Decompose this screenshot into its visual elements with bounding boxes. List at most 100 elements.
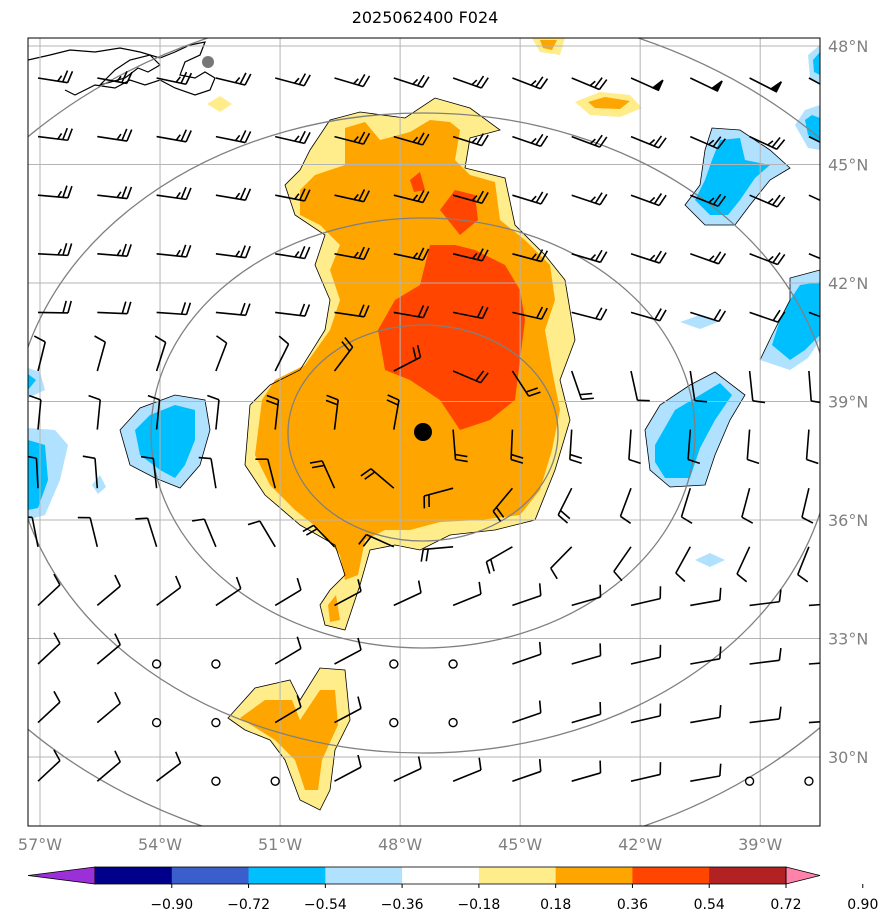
wind-barb [207,394,220,430]
wind-barb [510,429,524,464]
wind-barb [485,546,513,574]
wind-barb [690,308,727,323]
colorbar-tick-label: 0.18 [540,897,571,913]
wind-barb [749,135,786,151]
latitude-tick-label: 30°N [828,748,868,767]
coastline [28,41,216,96]
wind-barb [630,135,667,149]
colorbar-tick-label: −0.72 [227,897,270,913]
anomaly-minus-0.18-contour [680,315,718,329]
wind-barb [156,71,193,86]
wind-barb [628,429,641,465]
wind-barb [744,776,755,786]
colorbar-segment [325,867,403,884]
wind-barb [334,579,362,607]
colorbar-extend-low [27,866,96,885]
colorbar-segment [248,867,326,884]
wind-barb [147,394,161,430]
wind-barb [492,487,514,522]
wind-barb [97,301,132,315]
wind-barb [334,754,362,782]
wind-barb [37,70,74,84]
wind-barb [689,77,723,92]
anomaly-minus-0.36-contour [695,138,770,215]
latitude-tick-label: 39°N [828,393,868,412]
wind-barb [690,251,727,265]
wind-barb [749,252,786,266]
wind-barb [571,760,602,782]
anomaly-0.18-contour [207,96,232,112]
anomaly-0.36-contour [588,97,630,109]
range-ring [28,112,820,754]
wind-barb [82,455,99,489]
colorbar-segment [171,867,250,884]
wind-barb [37,300,72,314]
wind-barb [690,193,727,207]
wind-barb [156,244,192,258]
wind-barb [452,248,489,262]
wind-barb [749,77,783,93]
wind-barb [570,370,594,401]
wind-barb [274,335,290,372]
wind-barb [154,335,167,372]
contour-line [244,97,576,631]
wind-barb [211,659,221,669]
wind-barb [135,517,158,548]
wind-barb [255,458,276,489]
wind-barb [749,309,786,323]
wind-barb [749,194,786,208]
wind-barb [452,757,482,782]
wind-barb [571,192,608,206]
wind-barb [77,516,99,547]
wind-barb [557,487,573,524]
wind-barb [689,135,726,150]
wind-barb [512,700,542,724]
colorbar-tick-label: 0.90 [847,897,878,913]
longitude-tick-label: 48°W [378,835,422,854]
range-ring [287,324,559,542]
wind-barb [151,717,162,728]
wind-barb [630,308,667,322]
wind-barb [393,756,422,782]
wind-barb [393,132,430,146]
range-ring [150,217,696,649]
wind-barb [512,76,549,90]
colorbar-tick-label: 0.36 [617,897,648,913]
wind-barb [690,587,722,607]
wind-barb [448,717,458,728]
lat-lon-grid [28,38,820,826]
wind-barb [156,751,182,782]
latitude-tick-label: 36°N [828,511,868,530]
colorbar-segment [402,867,480,884]
longitude-tick-label: 51°W [258,835,302,854]
colorbar-frame [94,866,787,885]
wind-barb [796,546,810,583]
wind-barb [452,75,489,89]
wind-barb [571,643,602,665]
longitude-tick-label: 57°W [18,835,62,854]
wind-barb [571,77,608,91]
wind-barb [571,307,608,321]
wind-barb [274,577,302,607]
wind-barb [808,311,820,324]
wind-barb [215,302,251,317]
wind-barb [198,456,217,489]
wind-barb [423,487,454,509]
anomaly-minus-0.36-contour [655,383,732,478]
wind-barb [805,429,819,465]
storm-center-marker [414,423,432,441]
wind-barb [151,659,162,669]
wind-barb [275,303,311,317]
contour-line [227,667,351,811]
wind-barb [274,636,302,665]
wind-barb [215,187,252,201]
wind-barb [247,520,276,548]
range-rings [28,38,820,826]
wind-barb [215,245,251,259]
wind-barb [334,74,371,88]
wind-barb [334,304,370,318]
wind-barb [512,191,549,205]
wind-barb [88,394,102,430]
wind-barb [571,584,602,607]
